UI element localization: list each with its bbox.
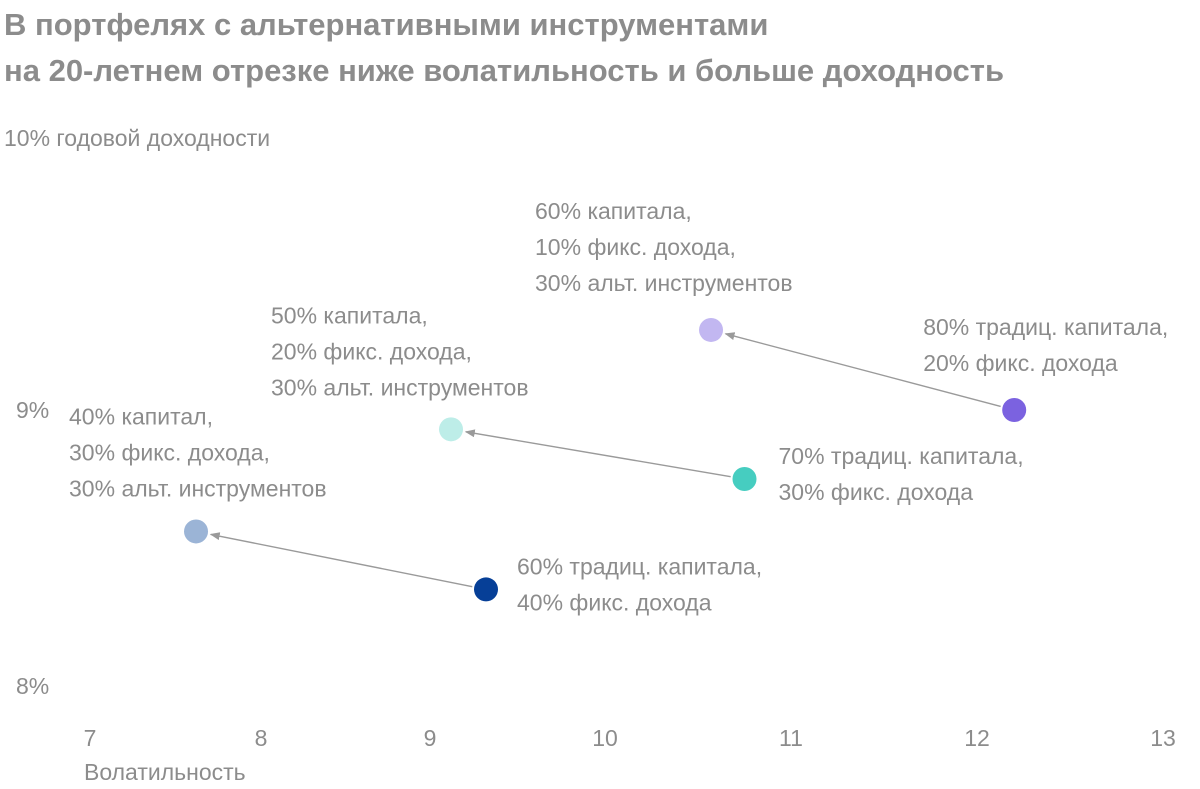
chart-title-line-1: В портфелях с альтернативными инструмент… <box>4 7 769 42</box>
point-label: 30% фикс. дохода <box>779 479 974 505</box>
point-label: 20% фикс. дохода, <box>271 338 472 364</box>
x-tick-label: 8 <box>255 725 268 751</box>
arrow <box>464 429 731 478</box>
arrow <box>209 532 473 588</box>
data-point-p2_from <box>732 467 757 491</box>
y-tick-label: 8% <box>16 673 49 699</box>
point-label: 30% альт. инструментов <box>69 475 327 501</box>
point-label: 50% капитала, <box>271 302 428 328</box>
x-tick-label: 11 <box>779 725 803 751</box>
x-tick-label: 9 <box>424 725 437 751</box>
y-tick-label: 9% <box>16 397 49 423</box>
point-label: 80% традиц. капитала, <box>923 314 1168 340</box>
point-label: 30% фикс. дохода, <box>69 439 270 465</box>
point-label: 60% традиц. капитала, <box>517 553 762 579</box>
point-label: 40% фикс. дохода <box>517 589 712 615</box>
data-point-p3_to <box>184 519 209 544</box>
chart-title: В портфелях с альтернативными инструмент… <box>4 2 1004 94</box>
x-tick-label: 10 <box>592 725 618 751</box>
point-label: 30% альт. инструментов <box>271 374 529 400</box>
point-label: 10% фикс. дохода, <box>535 234 736 260</box>
data-point-p3_from <box>474 577 498 602</box>
x-tick-label: 7 <box>84 725 97 751</box>
x-axis-label: Волатильность <box>84 759 246 785</box>
data-point-p1_to <box>699 317 724 342</box>
x-tick-label: 12 <box>964 725 990 751</box>
chart-title-line-2: на 20-летнем отрезке ниже волатильность … <box>4 53 1005 88</box>
arrow <box>724 332 1001 408</box>
point-label: 70% традиц. капитала, <box>779 443 1024 469</box>
x-tick-label: 13 <box>1150 725 1176 751</box>
point-label: 30% альт. инструментов <box>535 270 793 296</box>
data-point-p2_to <box>439 417 463 442</box>
point-label: 20% фикс. дохода <box>923 350 1118 376</box>
y-axis-label: 10% годовой доходности <box>4 125 270 151</box>
point-label: 60% капитала, <box>535 198 692 224</box>
data-point-p1_from <box>1002 398 1027 422</box>
point-label: 40% капитал, <box>69 403 213 429</box>
